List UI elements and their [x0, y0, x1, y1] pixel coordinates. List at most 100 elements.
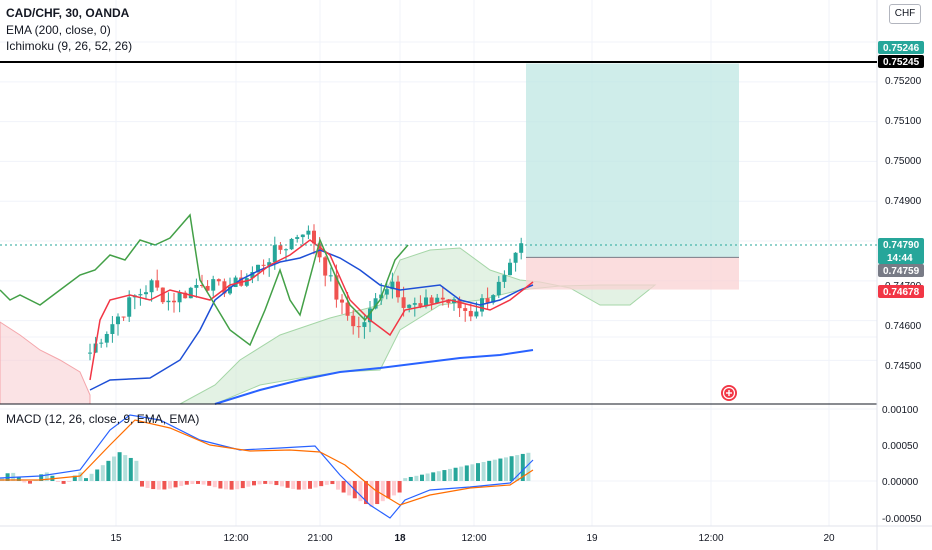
candle-body	[340, 299, 344, 303]
macd-histogram-bar	[100, 465, 105, 481]
macd-histogram-bar	[218, 481, 223, 489]
candle-body	[155, 280, 160, 288]
candle-body	[228, 287, 232, 294]
candle-body	[149, 280, 154, 293]
candle-body	[110, 324, 115, 334]
macd-histogram-bar	[436, 471, 441, 481]
macd-histogram-bar	[184, 481, 189, 485]
long-position-tool[interactable]	[526, 63, 739, 290]
price-tag-bg	[878, 41, 924, 54]
macd-histogram-bar	[162, 481, 167, 490]
kijun-line	[89, 249, 534, 391]
ichimoku-legend[interactable]: Ichimoku (9, 26, 52, 26)	[6, 39, 133, 53]
time-tick-label: 12:00	[698, 533, 723, 544]
price-tag[interactable]: 0.75245	[878, 55, 924, 68]
macd-histogram-bar	[72, 475, 77, 481]
candle-body	[183, 292, 188, 299]
macd-histogram-bar	[308, 481, 312, 489]
candle-body	[250, 272, 255, 279]
macd-histogram-bar	[520, 453, 525, 481]
macd-histogram-bar	[526, 452, 531, 481]
macd-axis[interactable]: 0.00100 0.00050 0.00000 -0.00050	[882, 405, 922, 525]
candle-body	[424, 297, 428, 307]
macd-histogram-bar	[89, 473, 94, 481]
candle-body	[116, 316, 120, 325]
macd-histogram-bar	[487, 460, 492, 481]
macd-histogram-bar	[61, 481, 66, 484]
macd-histogram-bar	[246, 481, 251, 487]
candle-body	[188, 287, 193, 299]
macd-histogram-bar	[67, 481, 72, 482]
macd-histogram-bar	[268, 481, 273, 485]
add-alert-icon[interactable]	[721, 385, 737, 401]
candle-body	[211, 279, 216, 291]
candle-body	[435, 297, 440, 304]
price-tag-bg	[878, 238, 924, 264]
candle-body	[384, 289, 389, 295]
macd-histogram-bar	[464, 465, 469, 481]
macd-histogram-bar	[235, 481, 240, 490]
candle-body	[429, 297, 434, 304]
price-tag[interactable]: 0.74759	[878, 264, 924, 277]
candle-body	[362, 322, 367, 327]
macd-histogram-bar	[134, 460, 139, 481]
macd-histogram-bar	[324, 481, 329, 485]
candle-body	[463, 308, 468, 311]
candle-body	[407, 304, 412, 308]
time-axis[interactable]: 15 12:00 21:00 18 12:00 19 12:00 20	[110, 533, 835, 544]
macd-histogram-bar	[123, 455, 128, 481]
profit-zone[interactable]	[526, 63, 739, 258]
currency-button[interactable]: CHF	[889, 4, 921, 24]
macd-histogram-bar	[207, 481, 212, 486]
candle-body	[144, 292, 148, 295]
candle-body	[138, 294, 143, 296]
macd-histogram-bar	[151, 481, 156, 490]
macd-histogram-bar	[22, 481, 27, 483]
candle-body	[177, 292, 182, 303]
candle-body	[457, 299, 462, 309]
price-tag[interactable]: 0.75246	[878, 41, 924, 54]
macd-histogram-bar	[397, 481, 402, 493]
price-tag-label: 0.74759	[883, 266, 920, 277]
signal-line	[0, 419, 534, 506]
candle-body	[205, 285, 210, 291]
ema-legend[interactable]: EMA (200, close, 0)	[6, 23, 111, 37]
time-tick-label: 12:00	[223, 533, 248, 544]
symbol-legend[interactable]: CAD/CHF, 30, OANDA	[6, 6, 130, 20]
candle-body	[216, 279, 221, 282]
candle-body	[99, 342, 104, 344]
macd-histogram-bar	[224, 481, 228, 490]
countdown-label: 14:44	[887, 253, 913, 264]
candle-body	[485, 298, 490, 303]
macd-histogram-bar	[358, 481, 363, 502]
price-tag-label: 0.75245	[883, 57, 920, 68]
candle-body	[284, 249, 288, 251]
price-tag[interactable]: 0.74790 14:44	[878, 238, 924, 264]
candle-body	[256, 264, 260, 273]
macd-histogram-bar	[240, 481, 245, 489]
macd-histogram-bar	[112, 456, 116, 481]
stop-loss-zone[interactable]	[526, 257, 739, 290]
macd-histogram-bar	[504, 457, 508, 481]
macd-histogram-bar	[212, 481, 217, 488]
time-tick-label: 18	[394, 533, 406, 544]
macd-histogram-bar	[481, 461, 486, 481]
macd-histogram-bar	[173, 481, 178, 488]
candle-body	[194, 285, 199, 288]
price-axis[interactable]: 0.753000.752000.751000.750000.749000.747…	[878, 40, 924, 372]
candle-body	[328, 275, 333, 277]
macd-legend[interactable]: MACD (12, 26, close, 9, EMA, EMA)	[6, 412, 200, 426]
candle-body	[345, 302, 350, 316]
candle-body	[306, 230, 311, 235]
macd-histogram-bar	[386, 481, 391, 499]
macd-histogram-bar	[44, 472, 49, 481]
candle-body	[244, 278, 249, 286]
macd-histogram-bar	[168, 481, 172, 489]
macd-histogram-bar	[364, 481, 368, 505]
macd-histogram-bar	[369, 481, 374, 507]
candle-body	[373, 298, 378, 309]
macd-histogram-bar	[252, 481, 256, 486]
price-tag[interactable]: 0.74678	[878, 285, 924, 298]
candle-body	[334, 275, 339, 300]
